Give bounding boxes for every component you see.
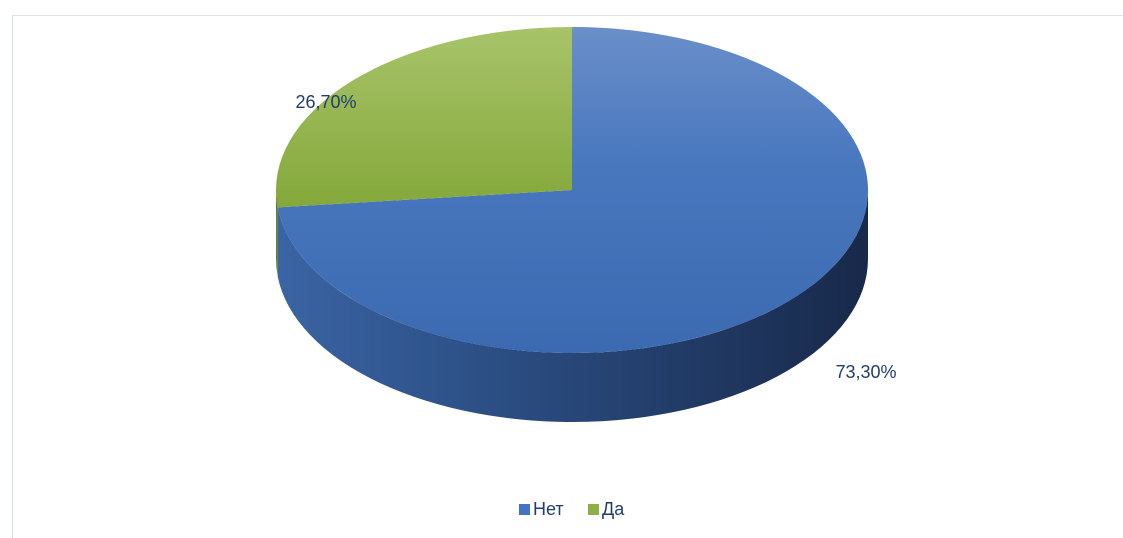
chart-frame: [12, 15, 1123, 538]
legend: Нет Да: [519, 499, 625, 519]
data-label-Да: 26,70%: [295, 92, 356, 112]
slice-side-Да: [276, 190, 278, 277]
slice-Да: [276, 27, 572, 208]
legend-label-Нет: Нет: [533, 499, 564, 519]
slice-Нет: [277, 27, 869, 353]
legend-label-Да: Да: [602, 499, 625, 519]
legend-swatch-Да: [588, 504, 599, 515]
legend-swatch-Нет: [519, 504, 530, 515]
data-label-Нет: 73,30%: [835, 362, 896, 382]
slice-side-Нет: [277, 190, 868, 422]
